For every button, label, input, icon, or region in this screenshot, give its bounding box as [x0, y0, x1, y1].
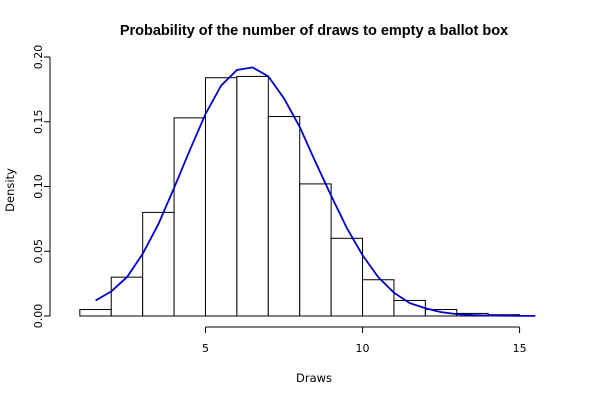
- density-curve-layer: [95, 66, 536, 317]
- y-tick-label: 0.10: [32, 174, 45, 199]
- histogram-bar: [110, 276, 144, 317]
- y-tick-label: 0.15: [32, 110, 45, 135]
- chart-title: Probability of the number of draws to em…: [120, 23, 508, 39]
- histogram-bar: [330, 237, 364, 317]
- y-tick-label: 0.20: [32, 45, 45, 70]
- y-tick-label: 0.00: [32, 304, 45, 329]
- density-curve: [95, 66, 536, 317]
- histogram-bar: [204, 77, 238, 317]
- histogram-bar: [362, 279, 395, 317]
- x-axis: 5 10 15: [202, 326, 527, 355]
- x-tick-label: 10: [356, 342, 370, 355]
- histogram-bar: [142, 211, 175, 317]
- x-tick-label: 15: [513, 342, 527, 355]
- histogram-bar: [236, 75, 269, 317]
- histogram-bar: [173, 117, 206, 317]
- x-tick-label: 5: [202, 342, 209, 355]
- histogram-bar: [299, 183, 332, 317]
- histogram-bar: [267, 116, 301, 317]
- y-axis-label: Density: [3, 168, 17, 212]
- y-axis: 0.00 0.05 0.10 0.15 0.20: [32, 45, 51, 329]
- x-axis-label: Draws: [296, 371, 332, 385]
- y-tick-label: 0.05: [32, 239, 45, 264]
- histogram-bar: [79, 309, 112, 317]
- histogram-bars: [79, 75, 521, 317]
